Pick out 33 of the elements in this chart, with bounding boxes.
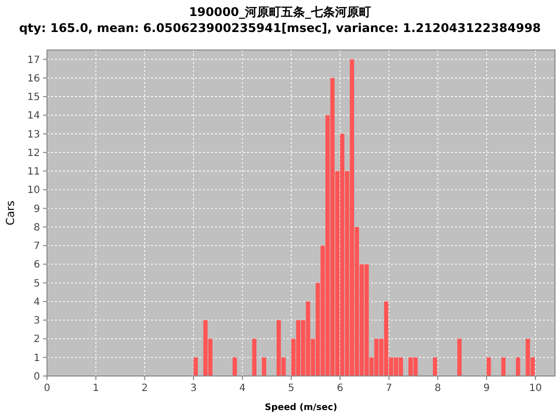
x-tick-label: 8: [434, 383, 441, 394]
y-tick-label: 6: [34, 260, 40, 271]
y-tick-label: 8: [34, 222, 40, 234]
y-tick-label: 3: [34, 316, 40, 327]
y-tick-label: 9: [34, 204, 40, 215]
x-tick-label: 2: [142, 383, 148, 394]
y-tick-label: 12: [27, 148, 40, 159]
y-tick-label: 14: [27, 110, 40, 122]
chart-title: 190000_河原町五条_七条河原町: [188, 5, 372, 19]
chart-subtitle: qty: 165.0, mean: 6.050623900235941[msec], variance: 1.212043122384998: [19, 21, 541, 35]
x-tick-label: 1: [92, 383, 100, 394]
x-tick-label: 0: [44, 383, 50, 394]
y-tick-label: 1: [34, 352, 40, 364]
y-tick-label: 0: [34, 372, 40, 382]
y-tick-label: 2: [34, 334, 40, 346]
x-tick-label: 3: [190, 383, 197, 394]
y-tick-label: 13: [27, 129, 40, 140]
y-axis-title: Cars: [4, 200, 17, 226]
y-tick-label: 17: [27, 54, 40, 66]
x-tick-label: 9: [483, 383, 490, 394]
x-tick-label: 10: [529, 383, 542, 394]
y-tick-label: 10: [27, 185, 40, 196]
y-tick-label: 7: [34, 241, 40, 252]
y-tick-label: 5: [34, 278, 40, 290]
y-tick-label: 16: [27, 73, 40, 84]
x-tick-label: 6: [336, 383, 344, 394]
y-tick-label: 15: [27, 92, 40, 104]
x-tick-label: 4: [239, 383, 246, 394]
y-tick-label: 11: [27, 166, 40, 178]
x-tick-label: 5: [288, 383, 294, 394]
x-axis-title: Speed (m/sec): [264, 403, 338, 413]
y-tick-label: 4: [34, 296, 40, 308]
x-tick-label: 7: [386, 383, 392, 394]
